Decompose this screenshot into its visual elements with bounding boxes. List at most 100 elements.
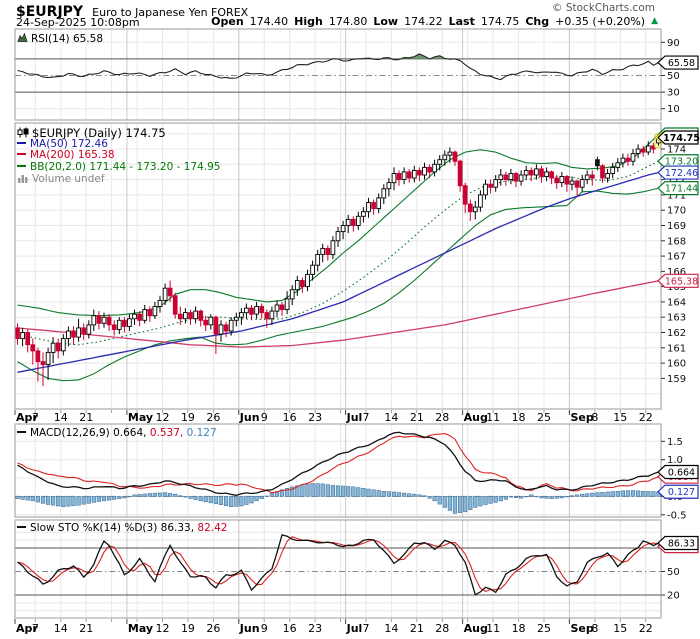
x-axis-day-label: 25: [537, 411, 551, 424]
candle: [91, 315, 97, 326]
timestamp-text: 24-Sep-2025 10:08pm: [16, 16, 140, 29]
candle: [559, 176, 565, 184]
y-tick-label: 161: [667, 343, 686, 354]
x-axis-day-label: 8: [591, 622, 599, 635]
main-legend: $EURJPY (Daily) 174.75 MA(50) 172.46 MA(…: [17, 127, 220, 185]
candle: [483, 183, 488, 196]
x-axis-month-label: Sep: [570, 622, 594, 635]
candle: [116, 319, 122, 330]
candle: [518, 174, 524, 182]
axis-badge-value: 0.127: [668, 487, 695, 498]
y-tick-label: 168: [667, 236, 686, 247]
y-tick-label: 166: [667, 267, 686, 278]
candle: [244, 307, 249, 314]
candle: [447, 151, 453, 156]
axis-badge: [657, 130, 699, 145]
candle: [264, 312, 270, 320]
candle: [86, 324, 92, 335]
candle: [289, 289, 295, 300]
candle: [452, 151, 458, 162]
candle: [254, 306, 259, 315]
candle: [579, 179, 585, 188]
candle: [111, 324, 117, 330]
y-tick-label: 170: [667, 206, 686, 217]
candle: [193, 310, 198, 320]
x-axis-month-label: Apr: [16, 622, 38, 635]
copyright-text: © StockCharts.com: [552, 2, 655, 14]
x-axis-day-label: 7: [362, 622, 370, 635]
rsi-legend: RSI(14) 65.58: [17, 32, 103, 47]
x-axis-day-label: 12: [155, 411, 170, 424]
axis-badge-value: 171.44: [665, 184, 698, 195]
candle: [30, 344, 36, 352]
candlestick-icon: [17, 127, 29, 141]
symbol-title: $EURJPY: [16, 4, 84, 20]
x-axis-day-label: 9: [260, 411, 268, 424]
candle: [584, 174, 590, 181]
candle: [325, 247, 331, 255]
sto-legend-black: Slow STO %K(14) %D(3) 86.33,: [30, 522, 195, 534]
x-axis-day-label: 8: [591, 411, 599, 424]
candle: [142, 309, 148, 321]
quote-value: 174.22: [404, 15, 443, 28]
x-axis-day-label: 11: [486, 622, 501, 635]
quote-label: Low: [373, 15, 399, 28]
y-tick-label: 90: [667, 38, 680, 49]
candle: [528, 169, 534, 176]
candle: [320, 247, 326, 255]
x-axis-day-label: 7: [362, 411, 370, 424]
x-axis-day-label: 7: [31, 411, 39, 424]
quote-value: +0.35 (+0.20%): [555, 15, 646, 28]
candles-layer: [15, 134, 661, 387]
x-axis-day-label: 22: [638, 411, 653, 424]
x-axis-day-label: 19: [180, 622, 195, 635]
volume-legend-label: Volume undef: [32, 173, 105, 185]
candle: [467, 203, 473, 213]
candle: [442, 154, 448, 161]
axis-badge: [657, 464, 699, 480]
candle: [498, 174, 504, 181]
candle: [630, 153, 636, 162]
candle: [610, 166, 616, 174]
x-axis-mid: Apr 7 14 21 May 12 19 26 Jun 9 16 23 Jul 7 14 21 28 Aug 11…: [0, 411, 700, 424]
x-axis-day-label: 7: [31, 622, 39, 635]
candle: [635, 148, 641, 155]
candle: [355, 215, 361, 226]
candle: [315, 254, 321, 266]
candle: [620, 157, 626, 164]
candle: [478, 194, 483, 208]
candle: [50, 342, 56, 353]
bb-legend-label: BB(20,2.0) 171.44 - 173.20 - 174.95: [30, 160, 221, 173]
macd-legend-red: 0.537,: [146, 427, 184, 439]
candle: [564, 176, 570, 185]
candle: [554, 177, 560, 184]
axis-badge: [657, 535, 699, 551]
x-axis-day-label: 23: [308, 622, 323, 635]
candle: [213, 316, 219, 335]
candle: [615, 162, 621, 168]
candle: [25, 332, 31, 346]
candle: [208, 316, 214, 326]
candle: [137, 313, 142, 321]
sto-legend: Slow STO %K(14) %D(3) 86.33, 82.42: [17, 522, 227, 535]
candle: [330, 240, 336, 256]
ma50-legend-label: MA(50) 172.46: [30, 137, 108, 150]
x-axis-day-label: 18: [511, 411, 526, 424]
candle: [35, 350, 41, 363]
candle: [549, 171, 554, 179]
candle: [15, 327, 20, 340]
candle: [172, 295, 178, 315]
candle: [183, 312, 188, 320]
candle: [534, 168, 539, 176]
x-axis-day-label: 11: [486, 411, 501, 424]
x-axis-month-label: Jun: [239, 411, 260, 424]
candle: [132, 313, 137, 320]
bb-dash-icon: [17, 164, 26, 167]
y-tick-label: 172: [667, 175, 686, 186]
candle: [350, 218, 356, 226]
candle: [279, 304, 285, 311]
candle: [381, 188, 387, 199]
x-axis-day-label: 14: [53, 622, 68, 635]
x-axis-day-label: 21: [409, 622, 424, 635]
